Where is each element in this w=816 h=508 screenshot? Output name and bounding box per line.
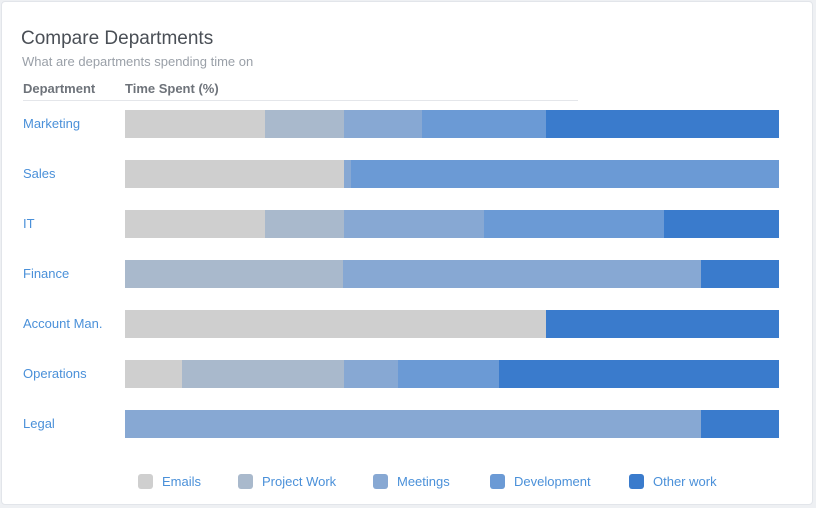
header-divider xyxy=(23,100,578,101)
bar-segment-it-development[interactable] xyxy=(484,210,664,238)
bar-segment-sales-meetings[interactable] xyxy=(344,160,351,188)
legend-item-other-work[interactable]: Other work xyxy=(629,474,717,489)
bar-segment-it-meetings[interactable] xyxy=(344,210,485,238)
department-label-operations[interactable]: Operations xyxy=(23,366,87,381)
bar-segment-legal-meetings[interactable] xyxy=(125,410,701,438)
bar-segment-it-emails[interactable] xyxy=(125,210,265,238)
bar-account-man[interactable] xyxy=(125,310,779,338)
legend-swatch xyxy=(373,474,388,489)
bar-legal[interactable] xyxy=(125,410,779,438)
time-spent-column-header: Time Spent (%) xyxy=(125,81,219,96)
legend-item-meetings[interactable]: Meetings xyxy=(373,474,450,489)
bar-segment-sales-development[interactable] xyxy=(350,160,779,188)
bar-segment-operations-emails[interactable] xyxy=(125,360,182,388)
bar-segment-operations-development[interactable] xyxy=(398,360,500,388)
bar-finance[interactable] xyxy=(125,260,779,288)
legend-item-development[interactable]: Development xyxy=(490,474,591,489)
chart-legend: Emails Project Work Meetings Development Oth… xyxy=(2,474,816,490)
bar-segment-account-man-other-work[interactable] xyxy=(546,310,779,338)
bar-segment-operations-meetings[interactable] xyxy=(344,360,399,388)
bar-operations[interactable] xyxy=(125,360,779,388)
legend-label: Emails xyxy=(162,474,202,489)
chart-title: Compare Departments xyxy=(21,28,214,49)
legend-label: Project Work xyxy=(262,474,337,489)
bar-marketing[interactable] xyxy=(125,110,779,138)
legend-swatch xyxy=(629,474,644,489)
bar-segment-account-man-emails[interactable] xyxy=(125,310,547,338)
bar-segment-marketing-development[interactable] xyxy=(421,110,547,138)
legend-label: Development xyxy=(514,474,591,489)
bar-segment-marketing-project-work[interactable] xyxy=(264,110,345,138)
bar-it[interactable] xyxy=(125,210,779,238)
legend-swatch xyxy=(238,474,253,489)
bar-sales[interactable] xyxy=(125,160,779,188)
legend-label: Meetings xyxy=(397,474,450,489)
bar-segment-it-project-work[interactable] xyxy=(264,210,345,238)
legend-item-emails[interactable]: Emails xyxy=(138,474,201,489)
bar-segment-finance-meetings[interactable] xyxy=(342,260,701,288)
bar-segment-marketing-emails[interactable] xyxy=(125,110,265,138)
bar-segment-marketing-other-work[interactable] xyxy=(546,110,779,138)
bar-segment-sales-emails[interactable] xyxy=(125,160,345,188)
bar-segment-operations-project-work[interactable] xyxy=(181,360,345,388)
department-label-legal[interactable]: Legal xyxy=(23,416,55,431)
bar-segment-it-other-work[interactable] xyxy=(663,210,779,238)
legend-swatch xyxy=(490,474,505,489)
bar-segment-finance-other-work[interactable] xyxy=(700,260,779,288)
department-label-marketing[interactable]: Marketing xyxy=(23,116,81,131)
legend-swatch xyxy=(138,474,153,489)
legend-label: Other work xyxy=(653,474,717,489)
department-label-it[interactable]: IT xyxy=(23,216,35,231)
department-label-finance[interactable]: Finance xyxy=(23,266,70,281)
bar-segment-legal-other-work[interactable] xyxy=(700,410,779,438)
bar-segment-finance-project-work[interactable] xyxy=(125,260,343,288)
department-label-sales[interactable]: Sales xyxy=(23,166,56,181)
chart-subtitle: What are departments spending time on xyxy=(22,54,254,69)
department-label-account-man[interactable]: Account Man. xyxy=(23,316,103,331)
bar-segment-marketing-meetings[interactable] xyxy=(344,110,422,138)
bar-segment-operations-other-work[interactable] xyxy=(499,360,779,388)
legend-item-project-work[interactable]: Project Work xyxy=(238,474,336,489)
department-column-header: Department xyxy=(23,81,96,96)
